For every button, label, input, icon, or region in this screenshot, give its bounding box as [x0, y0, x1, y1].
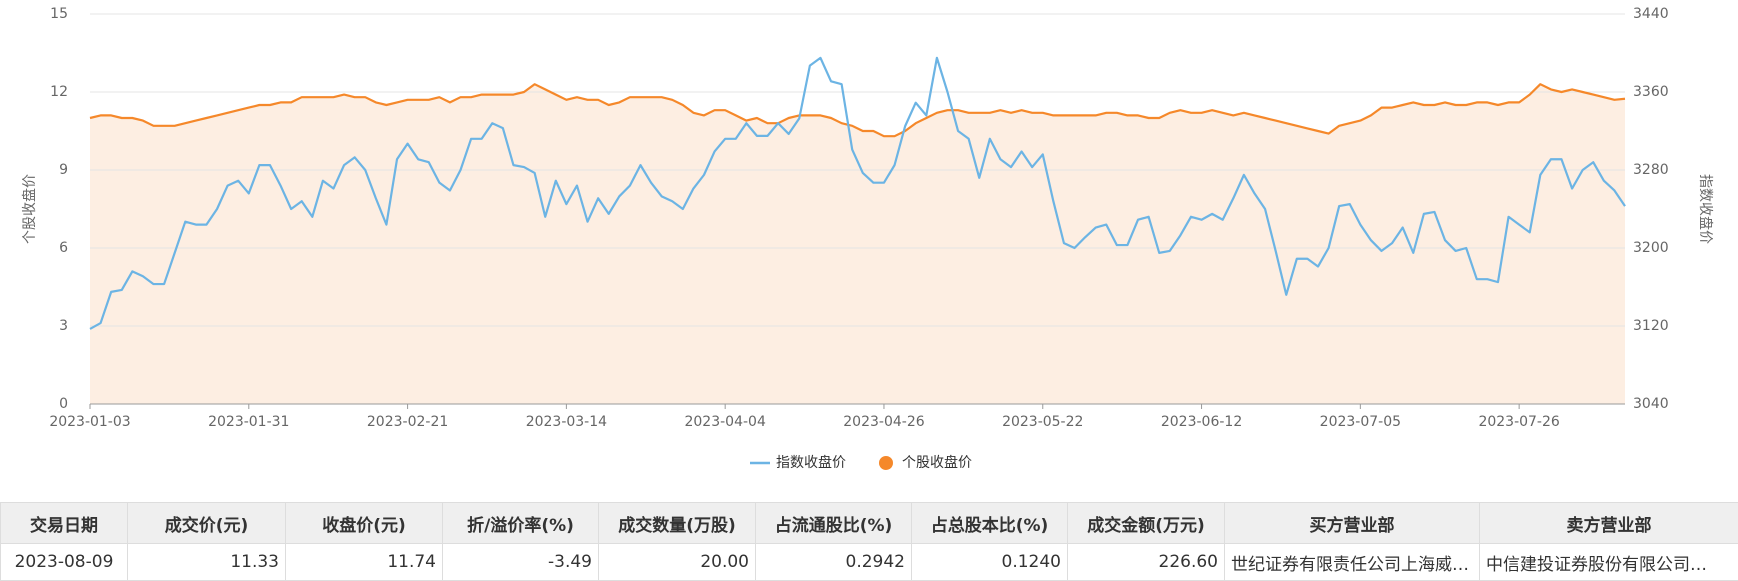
table-cell: 世纪证券有限责任公司上海威… — [1225, 544, 1480, 581]
column-header: 折/溢价率(%) — [443, 503, 599, 544]
y2-tick-label: 3360 — [1633, 84, 1669, 100]
table-cell: 20.00 — [599, 544, 756, 581]
table-cell: 11.33 — [128, 544, 286, 581]
x-tick-label: 2023-01-31 — [208, 414, 289, 430]
table-cell: 0.2942 — [756, 544, 912, 581]
legend-marker — [879, 456, 893, 470]
y2-tick-label: 3440 — [1633, 6, 1669, 22]
x-tick-label: 2023-01-03 — [49, 414, 130, 430]
column-header: 成交价(元) — [128, 503, 286, 544]
y-tick-label: 12 — [50, 84, 68, 100]
y2-tick-label: 3200 — [1633, 240, 1669, 256]
x-tick-label: 2023-07-26 — [1478, 414, 1559, 430]
y-tick-label: 15 — [50, 6, 68, 22]
x-tick-label: 2023-05-22 — [1002, 414, 1083, 430]
y2-tick-label: 3280 — [1633, 162, 1669, 178]
y-tick-label: 0 — [59, 396, 68, 412]
column-header: 成交数量(万股) — [599, 503, 756, 544]
table-cell: 0.1240 — [912, 544, 1068, 581]
column-header: 占总股本比(%) — [912, 503, 1068, 544]
x-tick-label: 2023-04-26 — [843, 414, 924, 430]
legend-label: 个股收盘价 — [902, 454, 972, 471]
y2-axis-title: 指数收盘价 — [1697, 174, 1714, 244]
y2-tick-label: 3040 — [1633, 396, 1669, 412]
y-axis-title: 个股收盘价 — [21, 174, 38, 244]
trade-table: 交易日期成交价(元)收盘价(元)折/溢价率(%)成交数量(万股)占流通股比(%)… — [0, 502, 1738, 581]
column-header: 收盘价(元) — [286, 503, 443, 544]
y2-tick-label: 3120 — [1633, 318, 1669, 334]
chart: 0 3 6 9 12 15 3040 3120 3200 3280 3360 3440 2023-01-… — [0, 0, 1738, 500]
x-tick-label: 2023-02-21 — [367, 414, 448, 430]
table-cell: -3.49 — [443, 544, 599, 581]
table-cell: 11.74 — [286, 544, 443, 581]
area — [90, 84, 1625, 404]
column-header: 占流通股比(%) — [756, 503, 912, 544]
x-tick-label: 2023-07-05 — [1320, 414, 1401, 430]
x-tick-label: 2023-03-14 — [526, 414, 607, 430]
column-header: 买方营业部 — [1225, 503, 1480, 544]
table-cell: 226.60 — [1068, 544, 1225, 581]
column-header: 卖方营业部 — [1480, 503, 1738, 544]
column-header: 成交金额(万元) — [1068, 503, 1225, 544]
y-tick-label: 6 — [59, 240, 68, 256]
header-row: 交易日期成交价(元)收盘价(元)折/溢价率(%)成交数量(万股)占流通股比(%)… — [1, 503, 1738, 544]
y-tick-label: 9 — [59, 162, 68, 178]
legend-label: 指数收盘价 — [776, 454, 846, 471]
column-header: 交易日期 — [1, 503, 128, 544]
x-tick-label: 2023-04-04 — [684, 414, 765, 430]
x-tick-label: 2023-06-12 — [1161, 414, 1242, 430]
table-cell: 2023-08-09 — [1, 544, 128, 581]
y-tick-label: 3 — [59, 318, 68, 334]
table-cell: 中信建投证券股份有限公司… — [1480, 544, 1738, 581]
